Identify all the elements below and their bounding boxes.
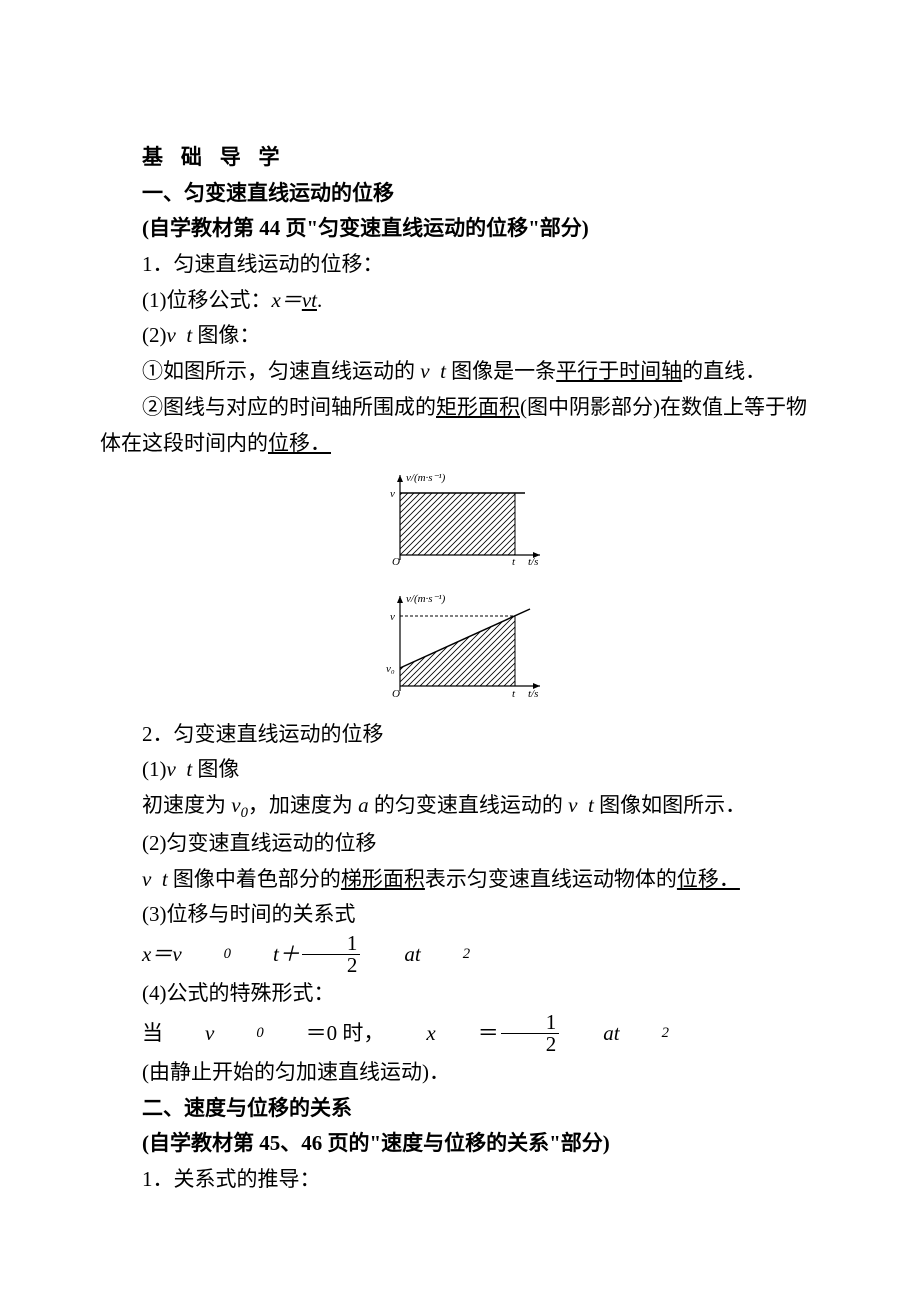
item2-4-desc: 当 v0＝0 时，x＝12at2(由静止开始的匀加速直线运动)．	[100, 1012, 820, 1091]
svg-text:v/(m·s⁻¹): v/(m·s⁻¹)	[406, 472, 446, 484]
item2-1-v0-sub: 0	[241, 805, 248, 821]
item2-1-desc-b: ，加速度为	[248, 793, 358, 817]
item2-1-desc-c: 的匀变速直线运动的	[369, 793, 569, 817]
diagram2: v/(m·s⁻¹) v v₀ O t t/s	[370, 586, 550, 713]
vt-graph-accel-icon: v/(m·s⁻¹) v v₀ O t t/s	[370, 586, 550, 701]
document-page: 基 础 导 学 一、匀变速直线运动的位移 (自学教材第 44 页"匀变速直线运动…	[0, 0, 920, 1302]
formula3-rhs-a: at	[362, 937, 420, 973]
item2-2-desc-b: 表示匀变速直线运动物体的	[425, 867, 677, 891]
formula3-mid: t＋	[231, 937, 300, 973]
formula3-lhs: x＝v	[100, 937, 182, 973]
svg-text:v₀: v₀	[386, 663, 395, 675]
item2-4-tail: (由静止开始的匀加速直线运动)．	[100, 1055, 450, 1091]
formula3-rhs-sup: 2	[421, 942, 470, 967]
svg-text:t/s: t/s	[528, 556, 538, 568]
bullet1-prefix: ①如图所示，匀速直线运动的	[142, 359, 420, 383]
svg-text:v/(m·s⁻¹): v/(m·s⁻¹)	[406, 593, 446, 605]
item2-4-desc-b: ＝0 时，	[264, 1016, 385, 1052]
item2-2-u2: 位移．	[677, 867, 740, 891]
formula3: x＝v0t＋12at2	[100, 933, 820, 976]
bullet2-u1: 矩形面积	[436, 395, 520, 419]
item1-2-suffix: 图像：	[192, 323, 260, 347]
frac-num-2: 1	[501, 1012, 560, 1034]
item2-1-v2: v	[568, 793, 577, 817]
item2-2-dash: ­	[151, 867, 162, 891]
item2-1-v0: v	[231, 793, 240, 817]
section1-heading: 一、匀变速直线运动的位移	[100, 176, 820, 212]
item2-4-label: (4)公式的特殊形式：	[100, 976, 820, 1012]
item2-1-a: a	[358, 793, 369, 817]
item2-4-rhs-sup: 2	[620, 1021, 669, 1046]
item1-1-rhs: vt	[302, 288, 317, 312]
bullet1-suffix: 图像是一条	[446, 359, 556, 383]
item1-1-lhs: x＝	[272, 288, 302, 312]
frac-den-2: 2	[501, 1034, 560, 1055]
section1-subheading: (自学教材第 44 页"匀变速直线运动的位移"部分)	[100, 211, 820, 247]
item2-1-desc-a: 初速度为	[142, 793, 231, 817]
diagram1-wrap: v/(m·s⁻¹) v O t t/s	[100, 465, 820, 582]
item1-2: (2)v ­ t 图像：	[100, 318, 820, 354]
bullet2-u2: 位移．	[268, 431, 331, 455]
item2-4-v0-sub: 0	[214, 1021, 263, 1046]
item2-1-suffix: 图像	[192, 757, 239, 781]
item2-1: (1)v ­ t 图像	[100, 752, 820, 788]
section2-item1: 1．关系式的推导：	[100, 1162, 820, 1198]
item2-1-desc-d: 图像如图所示．	[594, 793, 746, 817]
item1-title: 1．匀速直线运动的位移：	[100, 247, 820, 283]
item2-4-desc-c: ＝	[436, 1016, 499, 1052]
bullet1-tail: 的直线．	[682, 359, 766, 383]
bullet1-dash: ­	[430, 359, 441, 383]
svg-text:O: O	[392, 688, 400, 700]
item2-2-desc-a: 图像中着色部分的	[168, 867, 341, 891]
svg-text:v: v	[390, 611, 395, 623]
section2-heading: 二、速度与位移的关系	[100, 1091, 820, 1127]
item2-2-desc: v ­ t 图像中着色部分的梯形面积表示匀变速直线运动物体的位移．	[100, 862, 820, 898]
vt-graph-uniform-icon: v/(m·s⁻¹) v O t t/s	[370, 465, 550, 570]
item2-2-v: v	[142, 867, 151, 891]
item1-2-v: v	[167, 323, 176, 347]
diagram2-wrap: v/(m·s⁻¹) v v₀ O t t/s	[100, 586, 820, 713]
item1-1-label: (1)位移公式：	[142, 288, 272, 312]
fraction-half-2: 12	[501, 1012, 560, 1055]
item1-2-dash: ­	[176, 323, 187, 347]
header-title: 基 础 导 学	[100, 140, 820, 176]
item1-1: (1)位移公式：x＝vt.	[100, 283, 820, 319]
svg-text:v: v	[390, 488, 395, 500]
item2-3-label: (3)位移与时间的关系式	[100, 897, 820, 933]
bullet2-prefix: ②图线与对应的时间轴所围成的	[142, 395, 436, 419]
frac-den: 2	[302, 955, 361, 976]
svg-text:O: O	[392, 556, 400, 568]
item2-1-desc: 初速度为 v0，加速度为 a 的匀变速直线运动的 v ­ t 图像如图所示．	[100, 788, 820, 826]
svg-text:t: t	[512, 688, 516, 700]
item2-4-desc-a: 当	[100, 1016, 163, 1052]
item2-1-v: v	[167, 757, 176, 781]
item2-4-rhs-a: at	[561, 1016, 619, 1052]
item2-1-dash2: ­	[578, 793, 589, 817]
section2-subheading: (自学教材第 45、46 页的"速度与位移的关系"部分)	[100, 1126, 820, 1162]
item1-1-period: .	[317, 288, 322, 312]
bullet1: ①如图所示，匀速直线运动的 v ­ t 图像是一条平行于时间轴的直线．	[100, 354, 820, 390]
frac-num: 1	[302, 933, 361, 955]
svg-text:t: t	[512, 556, 516, 568]
item2-title: 2．匀变速直线运动的位移	[100, 717, 820, 753]
item2-2-u1: 梯形面积	[341, 867, 425, 891]
bullet1-underline: 平行于时间轴	[556, 359, 682, 383]
formula3-sub: 0	[182, 942, 231, 967]
bullet1-v: v	[420, 359, 429, 383]
item2-1-label: (1)	[142, 757, 167, 781]
item1-2-label: (2)	[142, 323, 167, 347]
item2-2-label: (2)匀变速直线运动的位移	[100, 826, 820, 862]
svg-text:t/s: t/s	[528, 688, 538, 700]
item2-1-dash: ­	[176, 757, 187, 781]
fraction-half: 12	[302, 933, 361, 976]
diagram1: v/(m·s⁻¹) v O t t/s	[370, 465, 550, 582]
item2-4-x: x	[384, 1016, 435, 1052]
bullet2: ②图线与对应的时间轴所围成的矩形面积(图中阴影部分)在数值上等于物体在这段时间内…	[100, 390, 820, 461]
item2-4-v0: v	[163, 1016, 214, 1052]
